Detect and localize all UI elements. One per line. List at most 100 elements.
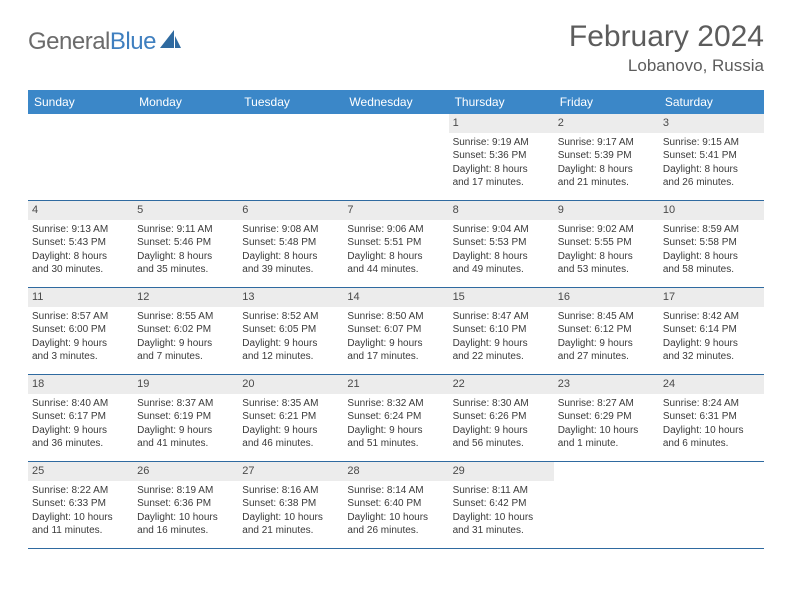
calendar-cell: 14Sunrise: 8:50 AMSunset: 6:07 PMDayligh…: [343, 288, 448, 374]
month-title: February 2024: [569, 20, 764, 54]
d1-text: Daylight: 8 hours: [453, 250, 550, 264]
calendar: Sunday Monday Tuesday Wednesday Thursday…: [28, 90, 764, 549]
day-header: Saturday: [659, 90, 764, 114]
sunrise-text: Sunrise: 8:45 AM: [558, 310, 655, 324]
d1-text: Daylight: 10 hours: [558, 424, 655, 438]
calendar-week: 1Sunrise: 9:19 AMSunset: 5:36 PMDaylight…: [28, 114, 764, 201]
day-number: 21: [343, 375, 448, 394]
d2-text: and 31 minutes.: [453, 524, 550, 538]
sunrise-text: Sunrise: 9:08 AM: [242, 223, 339, 237]
d2-text: and 56 minutes.: [453, 437, 550, 451]
day-number: 3: [659, 114, 764, 133]
day-number: 19: [133, 375, 238, 394]
day-number: 28: [343, 462, 448, 481]
d1-text: Daylight: 8 hours: [137, 250, 234, 264]
day-number: 26: [133, 462, 238, 481]
calendar-cell: [659, 462, 764, 548]
calendar-header-row: Sunday Monday Tuesday Wednesday Thursday…: [28, 90, 764, 114]
logo-text-part2: Blue: [110, 28, 156, 55]
calendar-cell: 16Sunrise: 8:45 AMSunset: 6:12 PMDayligh…: [554, 288, 659, 374]
d2-text: and 6 minutes.: [663, 437, 760, 451]
sunset-text: Sunset: 5:36 PM: [453, 149, 550, 163]
day-number: 18: [28, 375, 133, 394]
d1-text: Daylight: 9 hours: [32, 424, 129, 438]
sunset-text: Sunset: 6:36 PM: [137, 497, 234, 511]
d1-text: Daylight: 10 hours: [32, 511, 129, 525]
sunset-text: Sunset: 6:24 PM: [347, 410, 444, 424]
d1-text: Daylight: 8 hours: [453, 163, 550, 177]
sunrise-text: Sunrise: 8:30 AM: [453, 397, 550, 411]
d2-text: and 32 minutes.: [663, 350, 760, 364]
day-header: Friday: [554, 90, 659, 114]
day-number: 14: [343, 288, 448, 307]
sunrise-text: Sunrise: 9:19 AM: [453, 136, 550, 150]
calendar-cell: [133, 114, 238, 200]
d2-text: and 35 minutes.: [137, 263, 234, 277]
d1-text: Daylight: 9 hours: [453, 337, 550, 351]
d1-text: Daylight: 8 hours: [558, 250, 655, 264]
sunrise-text: Sunrise: 8:47 AM: [453, 310, 550, 324]
sunset-text: Sunset: 6:21 PM: [242, 410, 339, 424]
calendar-cell: [343, 114, 448, 200]
sunset-text: Sunset: 6:12 PM: [558, 323, 655, 337]
calendar-week: 4Sunrise: 9:13 AMSunset: 5:43 PMDaylight…: [28, 201, 764, 288]
d2-text: and 17 minutes.: [347, 350, 444, 364]
sunset-text: Sunset: 6:00 PM: [32, 323, 129, 337]
sunset-text: Sunset: 6:29 PM: [558, 410, 655, 424]
d2-text: and 39 minutes.: [242, 263, 339, 277]
d2-text: and 58 minutes.: [663, 263, 760, 277]
d2-text: and 21 minutes.: [558, 176, 655, 190]
d2-text: and 27 minutes.: [558, 350, 655, 364]
calendar-week: 18Sunrise: 8:40 AMSunset: 6:17 PMDayligh…: [28, 375, 764, 462]
d2-text: and 36 minutes.: [32, 437, 129, 451]
sunrise-text: Sunrise: 9:02 AM: [558, 223, 655, 237]
d1-text: Daylight: 9 hours: [137, 424, 234, 438]
day-number: 13: [238, 288, 343, 307]
sunset-text: Sunset: 5:51 PM: [347, 236, 444, 250]
d2-text: and 41 minutes.: [137, 437, 234, 451]
sunrise-text: Sunrise: 8:42 AM: [663, 310, 760, 324]
sunset-text: Sunset: 5:53 PM: [453, 236, 550, 250]
calendar-cell: 13Sunrise: 8:52 AMSunset: 6:05 PMDayligh…: [238, 288, 343, 374]
sunset-text: Sunset: 6:02 PM: [137, 323, 234, 337]
calendar-cell: 12Sunrise: 8:55 AMSunset: 6:02 PMDayligh…: [133, 288, 238, 374]
day-number: 4: [28, 201, 133, 220]
calendar-cell: [28, 114, 133, 200]
d2-text: and 26 minutes.: [347, 524, 444, 538]
d1-text: Daylight: 8 hours: [32, 250, 129, 264]
calendar-cell: 18Sunrise: 8:40 AMSunset: 6:17 PMDayligh…: [28, 375, 133, 461]
day-number: 25: [28, 462, 133, 481]
sunrise-text: Sunrise: 8:50 AM: [347, 310, 444, 324]
sunrise-text: Sunrise: 8:55 AM: [137, 310, 234, 324]
day-number: 6: [238, 201, 343, 220]
calendar-cell: 28Sunrise: 8:14 AMSunset: 6:40 PMDayligh…: [343, 462, 448, 548]
calendar-cell: 7Sunrise: 9:06 AMSunset: 5:51 PMDaylight…: [343, 201, 448, 287]
d2-text: and 7 minutes.: [137, 350, 234, 364]
sunrise-text: Sunrise: 9:13 AM: [32, 223, 129, 237]
sunset-text: Sunset: 6:31 PM: [663, 410, 760, 424]
sunrise-text: Sunrise: 9:06 AM: [347, 223, 444, 237]
sunrise-text: Sunrise: 8:32 AM: [347, 397, 444, 411]
calendar-cell: 4Sunrise: 9:13 AMSunset: 5:43 PMDaylight…: [28, 201, 133, 287]
sunset-text: Sunset: 6:10 PM: [453, 323, 550, 337]
page-header: GeneralBlue February 2024 Lobanovo, Russ…: [28, 20, 764, 76]
d1-text: Daylight: 8 hours: [663, 250, 760, 264]
logo: GeneralBlue: [28, 28, 182, 56]
calendar-cell: 15 Sunrise: 8:47 AMSunset: 6:10 PMDayligh…: [449, 288, 554, 374]
d2-text: and 53 minutes.: [558, 263, 655, 277]
sunset-text: Sunset: 6:40 PM: [347, 497, 444, 511]
calendar-cell: 23Sunrise: 8:27 AMSunset: 6:29 PMDayligh…: [554, 375, 659, 461]
day-number: 15: [449, 288, 554, 307]
sunset-text: Sunset: 6:17 PM: [32, 410, 129, 424]
d2-text: and 51 minutes.: [347, 437, 444, 451]
sunrise-text: Sunrise: 8:59 AM: [663, 223, 760, 237]
calendar-cell: 9Sunrise: 9:02 AMSunset: 5:55 PMDaylight…: [554, 201, 659, 287]
d1-text: Daylight: 10 hours: [242, 511, 339, 525]
calendar-cell: [238, 114, 343, 200]
calendar-cell: 11Sunrise: 8:57 AMSunset: 6:00 PMDayligh…: [28, 288, 133, 374]
sunset-text: Sunset: 5:55 PM: [558, 236, 655, 250]
day-number: 11: [28, 288, 133, 307]
calendar-cell: 2Sunrise: 9:17 AMSunset: 5:39 PMDaylight…: [554, 114, 659, 200]
calendar-cell: [554, 462, 659, 548]
d1-text: Daylight: 9 hours: [137, 337, 234, 351]
